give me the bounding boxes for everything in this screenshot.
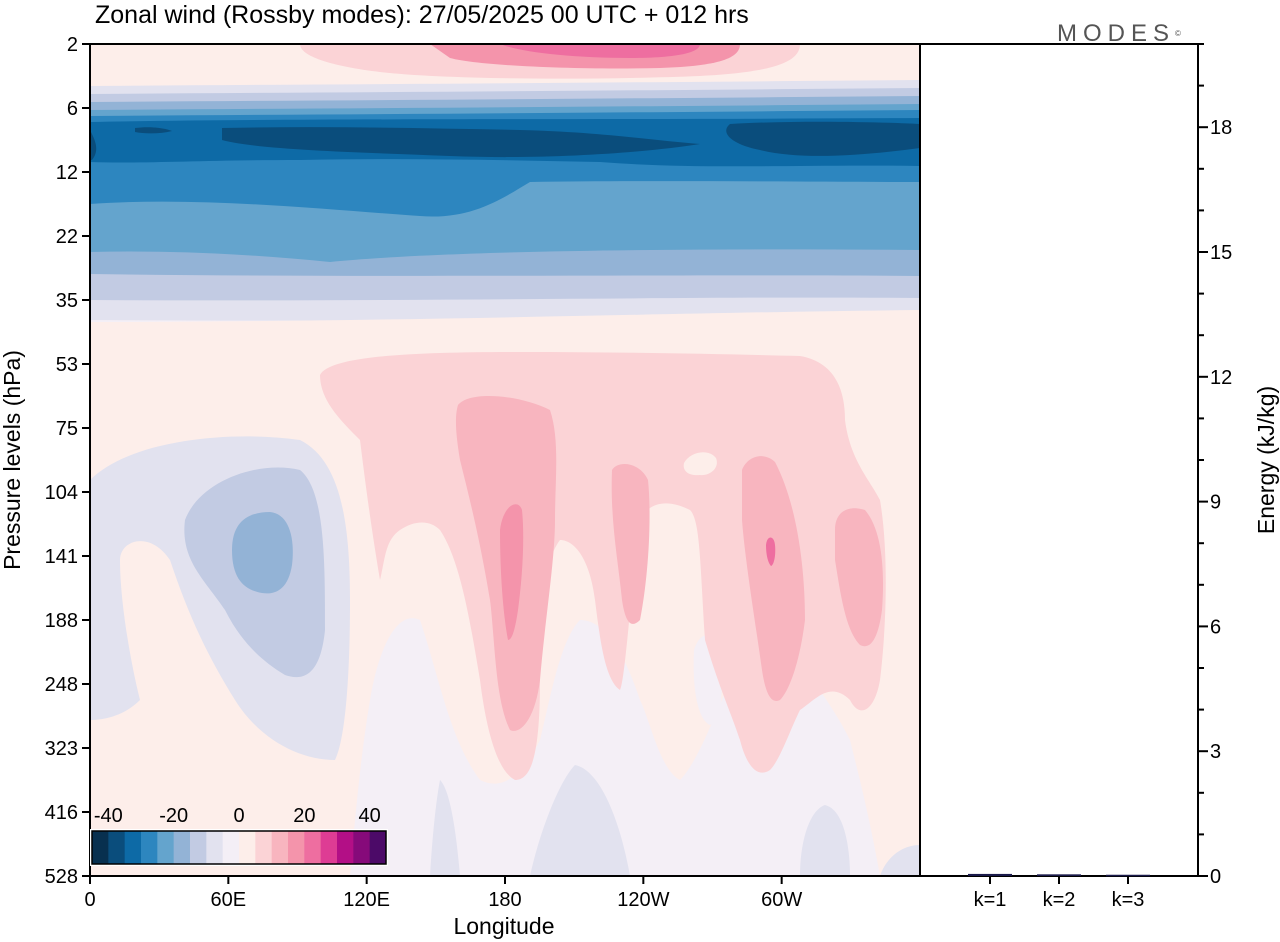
logo-mark: © <box>1175 29 1181 38</box>
energy-tick-label: 0 <box>1210 866 1221 888</box>
longitude-tick-label: 180 <box>488 889 521 911</box>
region-pos-4 <box>742 456 805 701</box>
energy-bar <box>1037 874 1081 876</box>
wavenumber-label: k=2 <box>1043 889 1076 911</box>
pressure-tick-label: 141 <box>45 546 78 568</box>
colorbar-swatch <box>288 831 305 864</box>
region-neg-bottom4 <box>880 845 920 876</box>
colorbar-swatch <box>271 831 289 864</box>
pressure-tick-label: 75 <box>56 418 78 440</box>
pressure-tick-label: 22 <box>56 226 78 248</box>
colorbar-label: 20 <box>293 805 315 827</box>
colorbar-swatch <box>239 831 256 864</box>
y-axis-label: Pressure levels (hPa) <box>0 350 25 570</box>
energy-frame <box>919 43 1199 877</box>
band-neg-4d <box>135 127 172 134</box>
colorbar-swatch <box>353 831 371 864</box>
wavenumber-label: k=1 <box>974 889 1007 911</box>
colorbar-label: 40 <box>359 805 381 827</box>
colorbar-swatch <box>157 831 175 864</box>
region-pos-3 <box>611 464 650 624</box>
colorbar-swatch <box>173 831 191 864</box>
region-pos-7 <box>766 537 776 566</box>
pressure-tick-label: 323 <box>45 738 78 760</box>
region-pos-5 <box>835 508 884 647</box>
colorbar-swatch <box>222 831 240 864</box>
region-pos-9 <box>909 411 920 480</box>
longitude-axis: 0 60E 120E 180 120W 60W <box>84 876 802 911</box>
energy-axis: 0 3 6 9 12 15 18 <box>1198 43 1232 888</box>
chart-title: Zonal wind (Rossby modes): 27/05/2025 00… <box>95 1 749 29</box>
region-pos-bottom-left <box>141 671 177 749</box>
pressure-tick-label: 12 <box>56 162 78 184</box>
energy-tick-label: 3 <box>1210 741 1221 763</box>
region-neg-bottom2 <box>530 765 630 876</box>
colorbar-swatch <box>141 831 158 864</box>
pressure-tick-label: 188 <box>45 610 78 632</box>
wind-field <box>90 44 920 876</box>
colorbar-swatch <box>124 831 142 864</box>
logo-text: MODES <box>1057 20 1176 47</box>
colorbar <box>90 829 388 866</box>
band-neg-4c <box>90 130 97 160</box>
pressure-tick-label: 248 <box>45 674 78 696</box>
colorbar-swatch <box>108 831 126 864</box>
band-upper-pink4 <box>500 44 700 58</box>
colorbar-swatch <box>255 831 273 864</box>
longitude-tick-label: 60W <box>761 889 802 911</box>
x-axis-label: Longitude <box>453 913 554 939</box>
band-pos-zero <box>90 310 920 340</box>
pressure-tick-label: 416 <box>45 802 78 824</box>
band-neg-4a <box>222 127 700 158</box>
colorbar-swatch <box>337 831 354 864</box>
colorbar-labels: -40 -20 0 20 40 <box>94 805 381 827</box>
pressure-tick-label: 104 <box>45 482 78 504</box>
pressure-tick-label: 528 <box>45 866 78 888</box>
pressure-tick-label: 2 <box>67 34 78 56</box>
energy-tick-label: 18 <box>1210 117 1232 139</box>
wavenumber-labels: k=1 k=2 k=3 <box>974 876 1145 911</box>
pressure-tick-label: 35 <box>56 290 78 312</box>
longitude-tick-label: 0 <box>84 889 95 911</box>
pressure-tick-label: 6 <box>67 98 78 120</box>
longitude-tick-label: 120E <box>343 889 390 911</box>
region-neg-left3 <box>232 512 293 594</box>
energy-tick-label: 9 <box>1210 492 1221 514</box>
energy-tick-label: 12 <box>1210 367 1232 389</box>
energy-tick-label: 6 <box>1210 616 1221 638</box>
colorbar-swatch <box>190 831 207 864</box>
longitude-tick-label: 60E <box>211 889 247 911</box>
region-pos-8 <box>683 452 717 476</box>
colorbar-swatch <box>206 831 224 864</box>
region-neg-bottom3 <box>800 805 850 876</box>
energy-tick-label: 15 <box>1210 242 1232 264</box>
energy-bars <box>968 873 1150 877</box>
pressure-tick-label: 53 <box>56 354 78 376</box>
colorbar-border <box>91 830 387 865</box>
colorbar-label: -20 <box>159 805 188 827</box>
pressure-axis: 2 6 12 22 35 53 75 104 141 188 248 323 416 528 <box>45 34 90 888</box>
energy-bar <box>1106 874 1150 877</box>
longitude-tick-label: 120W <box>617 889 669 911</box>
colorbar-label: 0 <box>233 805 244 827</box>
region-neg-bottom1 <box>430 780 460 876</box>
modes-logo: MODES© <box>1057 20 1181 48</box>
wavenumber-label: k=3 <box>1112 889 1145 911</box>
energy-bar <box>968 873 1012 876</box>
colorbar-swatch <box>369 831 387 864</box>
band-neg-4b <box>726 121 920 156</box>
colorbar-label: -40 <box>94 805 123 827</box>
energy-axis-label: Energy (kJ/kg) <box>1253 386 1279 534</box>
colorbar-swatch <box>92 831 109 864</box>
colorbar-swatch <box>304 831 322 864</box>
colorbar-swatch <box>320 831 338 864</box>
region-pos-6 <box>500 504 524 640</box>
